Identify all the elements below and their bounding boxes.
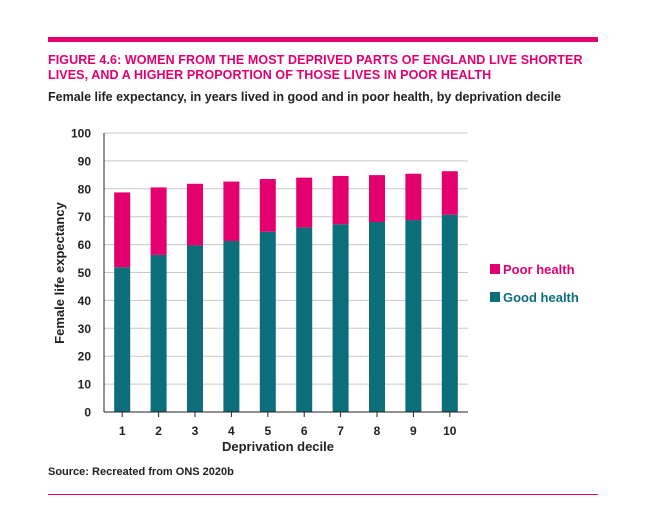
x-tick-label: 1 bbox=[119, 424, 126, 438]
y-tick-label: 20 bbox=[78, 350, 92, 364]
x-tick-label: 9 bbox=[410, 424, 417, 438]
y-tick-label: 60 bbox=[78, 238, 92, 252]
legend-swatch bbox=[490, 264, 500, 274]
bar-good-health bbox=[150, 254, 167, 412]
bar-poor-health bbox=[405, 173, 422, 221]
x-tick-label: 2 bbox=[155, 424, 162, 438]
bar-good-health bbox=[187, 245, 203, 412]
bar-poor-health bbox=[259, 179, 276, 232]
y-tick-label: 100 bbox=[71, 127, 91, 141]
bar-poor-health bbox=[150, 187, 167, 255]
bar-poor-health bbox=[441, 171, 458, 215]
y-tick-label: 10 bbox=[78, 378, 92, 392]
y-axis-label: Female life expectancy bbox=[52, 201, 67, 343]
x-tick-label: 4 bbox=[228, 424, 235, 438]
bar-poor-health bbox=[332, 175, 349, 225]
figure-subtitle: Female life expectancy, in years lived i… bbox=[48, 90, 562, 104]
bar-good-health bbox=[223, 240, 240, 412]
y-tick-label: 50 bbox=[78, 266, 92, 280]
x-tick-label: 6 bbox=[301, 424, 308, 438]
legend-swatch bbox=[490, 292, 500, 302]
bar-good-health bbox=[114, 267, 131, 412]
x-tick-labels: 1 2 3 4 5 6 7 8 9 10 bbox=[119, 424, 457, 438]
y-tick-label: 70 bbox=[78, 210, 92, 224]
bar-good-health bbox=[405, 220, 422, 412]
source-note: Source: Recreated from ONS 2020b bbox=[48, 466, 234, 478]
y-tick-label: 40 bbox=[78, 294, 92, 308]
y-tick-label: 30 bbox=[78, 322, 92, 336]
bar-poor-health bbox=[369, 175, 385, 223]
x-tick-label: 8 bbox=[374, 424, 381, 438]
axes bbox=[103, 133, 468, 417]
bar-good-health bbox=[296, 227, 313, 412]
legend: Poor health Good health bbox=[490, 262, 579, 305]
bar-good-health bbox=[332, 224, 349, 412]
x-tick-label: 7 bbox=[337, 424, 344, 438]
x-axis-label: Deprivation decile bbox=[222, 439, 334, 454]
bars bbox=[114, 171, 458, 412]
y-tick-label: 80 bbox=[78, 182, 92, 196]
top-rule bbox=[48, 37, 598, 42]
x-tick-label: 3 bbox=[192, 424, 199, 438]
x-tick-label: 10 bbox=[443, 424, 457, 438]
bottom-rule bbox=[48, 494, 598, 495]
legend-label: Poor health bbox=[503, 262, 575, 277]
bar-poor-health bbox=[114, 192, 131, 268]
y-tick-label: 90 bbox=[78, 154, 92, 168]
bar-good-health bbox=[259, 231, 276, 412]
bar-good-health bbox=[441, 214, 458, 412]
legend-label: Good health bbox=[503, 290, 579, 305]
bar-good-health bbox=[369, 222, 385, 412]
bar-poor-health bbox=[223, 181, 240, 241]
y-tick-label: 0 bbox=[84, 406, 91, 420]
bar-poor-health bbox=[296, 177, 313, 228]
bar-poor-health bbox=[187, 183, 203, 246]
figure-title: FIGURE 4.6: WOMEN FROM THE MOST DEPRIVED… bbox=[48, 53, 583, 82]
x-tick-label: 5 bbox=[264, 424, 271, 438]
y-tick-labels: 0 10 20 30 40 50 60 70 80 90 100 bbox=[71, 127, 91, 420]
